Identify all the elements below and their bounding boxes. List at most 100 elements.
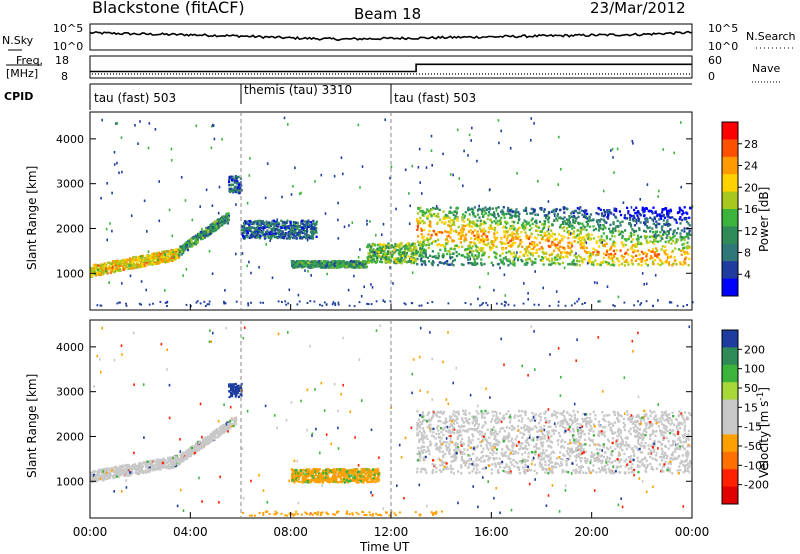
power-cell bbox=[141, 260, 145, 264]
power-cell bbox=[645, 258, 648, 261]
power-cell bbox=[637, 300, 639, 303]
power-cell bbox=[557, 247, 560, 250]
power-cell bbox=[270, 227, 273, 231]
power-cell bbox=[429, 222, 432, 225]
power-cell bbox=[177, 251, 180, 254]
power-cell bbox=[242, 236, 245, 239]
power-cell bbox=[577, 237, 580, 241]
power-cell bbox=[140, 265, 143, 268]
power-cell bbox=[406, 260, 408, 264]
power-cell bbox=[473, 222, 476, 226]
power-cell bbox=[617, 230, 620, 233]
power-cell bbox=[484, 206, 487, 209]
power-cell bbox=[580, 243, 583, 247]
power-cell bbox=[600, 235, 603, 238]
power-cell bbox=[607, 217, 610, 220]
power-cell bbox=[119, 301, 121, 304]
power-cell bbox=[259, 234, 262, 238]
power-cell bbox=[585, 241, 588, 245]
power-cell bbox=[541, 255, 544, 259]
power-cell bbox=[644, 259, 647, 263]
power-cell bbox=[126, 258, 129, 261]
power-cell bbox=[141, 263, 144, 266]
power-cell bbox=[573, 240, 576, 243]
power-cell bbox=[473, 237, 477, 241]
power-cell bbox=[257, 224, 260, 227]
power-cell bbox=[211, 227, 214, 231]
power-cell bbox=[685, 232, 689, 235]
power-cell bbox=[211, 125, 213, 128]
power-cell bbox=[259, 223, 262, 226]
power-cell bbox=[310, 235, 313, 238]
power-cell bbox=[469, 221, 473, 224]
power-cell bbox=[531, 217, 534, 220]
power-cell bbox=[607, 262, 611, 265]
power-cell bbox=[463, 214, 467, 217]
power-cell bbox=[556, 253, 559, 256]
power-cell bbox=[516, 172, 518, 175]
power-cell bbox=[602, 252, 606, 255]
power-cell bbox=[241, 232, 244, 235]
power-cell bbox=[540, 207, 543, 210]
power-cell bbox=[612, 304, 615, 307]
power-cell bbox=[380, 233, 383, 236]
power-cell bbox=[157, 261, 160, 264]
velocity-cell bbox=[136, 466, 139, 469]
power-cell bbox=[312, 265, 315, 269]
power-cell bbox=[609, 238, 612, 241]
velocity-cell bbox=[115, 469, 118, 473]
power-cell bbox=[559, 226, 562, 229]
power-cell bbox=[534, 213, 537, 216]
power-cell bbox=[553, 208, 556, 212]
power-cell bbox=[645, 282, 648, 286]
power-cell bbox=[572, 236, 575, 239]
power-cell bbox=[115, 267, 119, 270]
power-cell bbox=[691, 301, 694, 304]
power-cell bbox=[597, 300, 600, 303]
power-cell bbox=[351, 264, 355, 268]
power-cell bbox=[491, 242, 494, 245]
power-cell bbox=[494, 236, 497, 239]
power-cell bbox=[540, 237, 543, 241]
power-cell bbox=[281, 301, 283, 303]
power-cell bbox=[678, 206, 681, 210]
power-cell bbox=[595, 212, 598, 215]
power-cell bbox=[388, 255, 391, 259]
power-cell bbox=[463, 149, 465, 153]
power-cell bbox=[565, 222, 568, 225]
velocity-cell bbox=[108, 476, 112, 479]
power-cell bbox=[355, 264, 358, 267]
power-cell bbox=[469, 229, 472, 232]
power-cell bbox=[607, 253, 610, 256]
power-cell bbox=[403, 249, 407, 252]
power-cell bbox=[425, 166, 428, 169]
power-cell bbox=[196, 300, 199, 303]
power-cell bbox=[367, 244, 370, 247]
power-cell bbox=[324, 264, 328, 268]
power-cell bbox=[563, 247, 566, 251]
power-cell bbox=[491, 246, 494, 250]
power-cell bbox=[573, 216, 576, 219]
power-cell bbox=[327, 266, 330, 269]
power-cell bbox=[521, 260, 524, 263]
power-cell bbox=[366, 223, 368, 226]
power-cell bbox=[459, 241, 462, 244]
power-cell bbox=[292, 263, 295, 266]
power-cell bbox=[482, 237, 485, 240]
power-cell bbox=[207, 228, 210, 231]
power-cell bbox=[235, 203, 237, 206]
power-cell bbox=[451, 211, 454, 214]
power-cell bbox=[681, 243, 684, 246]
power-cell bbox=[337, 218, 339, 222]
power-cell bbox=[431, 301, 434, 304]
power-cell bbox=[404, 245, 407, 248]
power-cell bbox=[208, 300, 211, 303]
power-cell bbox=[209, 226, 212, 229]
power-cell bbox=[137, 261, 140, 265]
velocity-cell bbox=[97, 471, 101, 474]
power-cell bbox=[340, 265, 343, 268]
power-cell bbox=[473, 263, 476, 266]
power-cell bbox=[679, 232, 682, 235]
power-cell bbox=[558, 233, 561, 236]
power-cell bbox=[560, 217, 563, 220]
